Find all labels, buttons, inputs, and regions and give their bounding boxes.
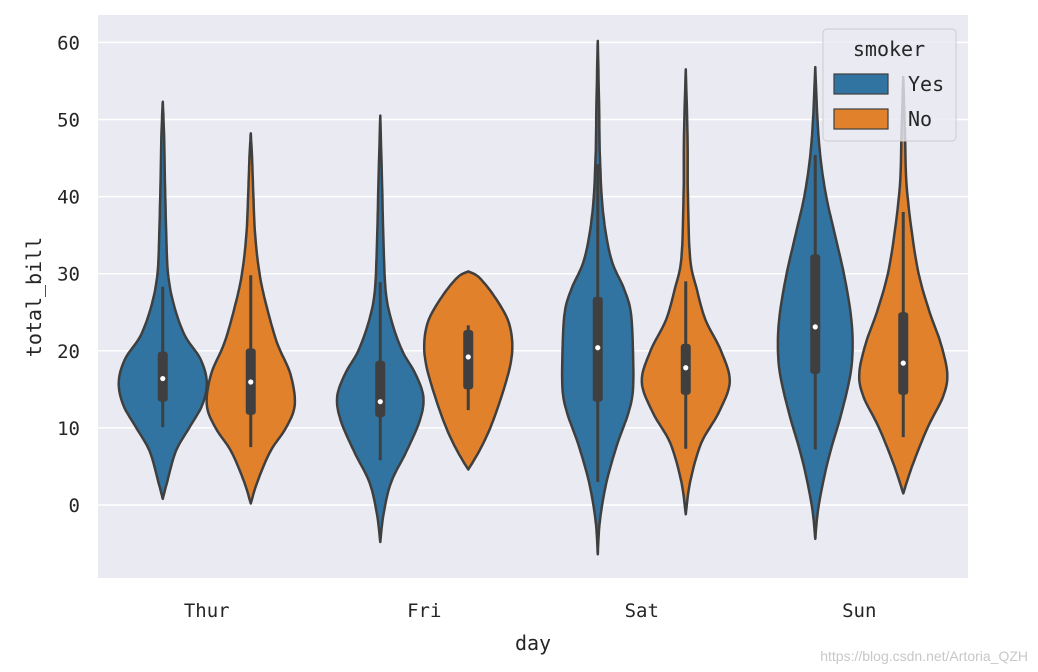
legend-swatch-no xyxy=(833,108,889,130)
x-tick-label: Sun xyxy=(842,600,876,622)
violin-no-fri xyxy=(422,270,514,471)
x-tick-label: Sat xyxy=(625,600,659,622)
legend-swatch-yes xyxy=(833,73,889,95)
median-point xyxy=(377,399,383,405)
violin-yes-thur xyxy=(117,100,209,501)
violin-yes-sun xyxy=(776,65,854,541)
median-point xyxy=(160,375,166,382)
watermark: https://blog.csdn.net/Artoria_QZH xyxy=(820,648,1028,664)
legend: smoker Yes No xyxy=(822,28,957,142)
y-tick-label: 60 xyxy=(57,32,80,54)
y-tick-label: 50 xyxy=(57,110,80,132)
iqr-box xyxy=(463,329,474,390)
median-point xyxy=(812,324,818,330)
violin-no-sat xyxy=(640,68,732,516)
legend-label-no: No xyxy=(908,107,932,131)
x-tick-labels: Thur Fri Sat Sun xyxy=(184,600,877,622)
median-point xyxy=(683,365,689,371)
violin-yes-sat xyxy=(560,39,635,556)
median-point xyxy=(465,354,471,360)
y-axis-label: total_bill xyxy=(22,237,46,357)
x-tick-label: Fri xyxy=(407,600,441,622)
y-tick-label: 0 xyxy=(69,495,80,517)
iqr-box xyxy=(375,360,386,418)
y-tick-label: 20 xyxy=(57,341,80,363)
x-axis-label: day xyxy=(515,631,551,655)
y-tick-label: 10 xyxy=(57,418,80,440)
y-tick-label: 40 xyxy=(57,187,80,209)
y-tick-labels: 0 10 20 30 40 50 60 xyxy=(57,32,80,517)
y-tick-label: 30 xyxy=(57,264,80,286)
iqr-box xyxy=(898,312,909,395)
iqr-box xyxy=(810,254,821,374)
x-tick-label: Thur xyxy=(184,600,230,622)
legend-label-yes: Yes xyxy=(908,72,944,96)
median-point xyxy=(595,345,601,351)
median-point xyxy=(900,360,906,366)
violin-no-thur xyxy=(205,132,297,505)
violin-yes-fri xyxy=(335,114,425,544)
legend-title: smoker xyxy=(853,37,925,61)
median-point xyxy=(248,379,254,385)
violins xyxy=(117,39,949,556)
